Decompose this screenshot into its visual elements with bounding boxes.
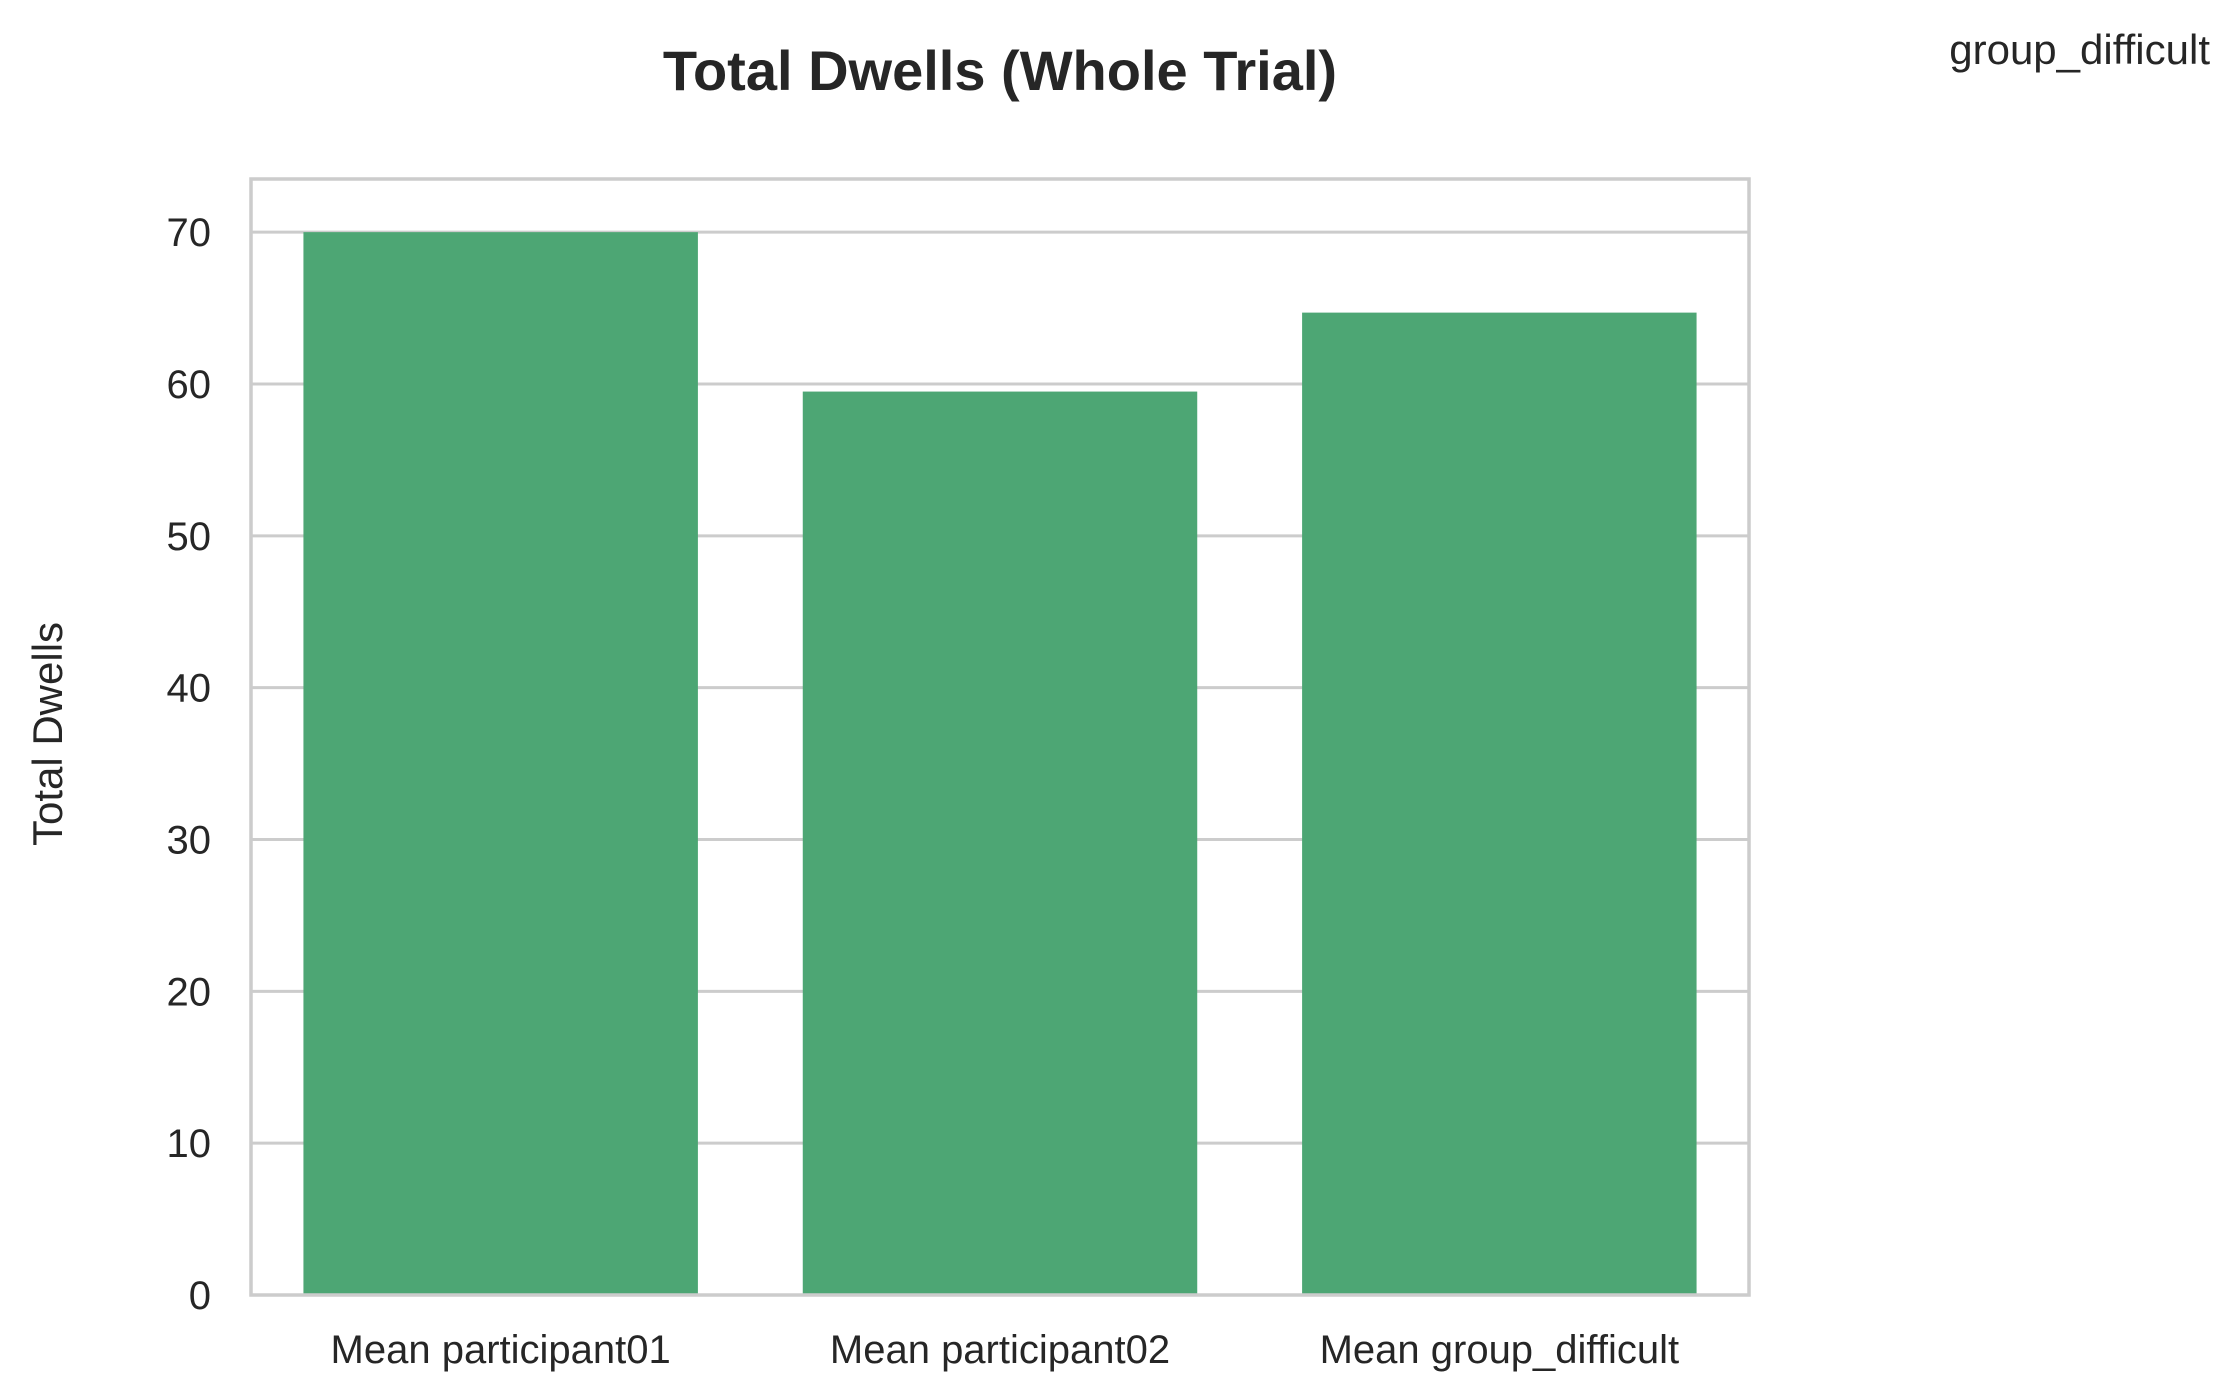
y-tick-label: 60 [167, 363, 212, 407]
x-tick-label: Mean participant02 [830, 1328, 1170, 1372]
y-tick-label: 0 [189, 1274, 211, 1318]
bars [303, 232, 1697, 1296]
y-tick-label: 20 [167, 970, 212, 1014]
x-tick-label: Mean group_difficult [1320, 1328, 1680, 1372]
y-tick-label: 40 [167, 667, 212, 711]
plot-frame [249, 177, 1751, 1297]
x-tick-label: Mean participant01 [331, 1328, 671, 1372]
bar [303, 232, 698, 1296]
y-tick-label: 30 [167, 818, 212, 862]
y-axis-label: Total Dwells [24, 622, 71, 846]
y-tick-label: 50 [167, 515, 212, 559]
y-tick-label: 70 [167, 211, 212, 255]
x-tick-labels: Mean participant01 Mean participant02 Mean… [331, 1328, 1680, 1372]
y-tick-labels: 0 10 20 30 40 50 60 70 [167, 211, 212, 1318]
y-tick-label: 10 [167, 1122, 212, 1166]
chart-title: Total Dwells (Whole Trial) [663, 39, 1337, 102]
plot-border [249, 177, 1751, 1297]
bar [802, 391, 1198, 1296]
bar [1302, 312, 1697, 1295]
corner-label: group_difficult [1949, 26, 2210, 73]
